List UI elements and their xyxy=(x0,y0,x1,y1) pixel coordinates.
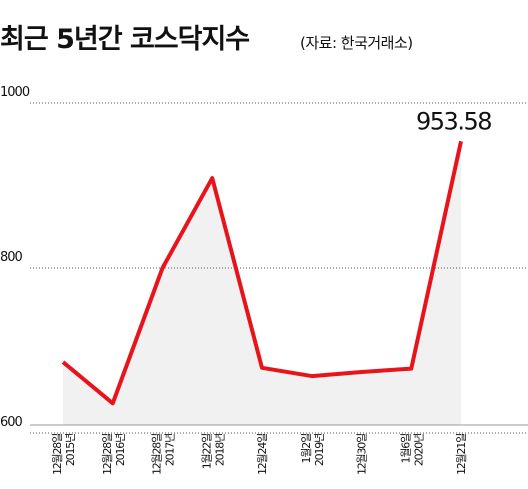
area xyxy=(63,141,461,425)
y-tick-label: 800 xyxy=(0,250,23,265)
x-tick-label: 1월22일2018년 xyxy=(199,433,226,469)
line xyxy=(61,140,463,406)
x-tick-label: 12월24일 xyxy=(255,433,269,475)
chart-title: 최근 5년간 코스닥지수 xyxy=(0,24,249,55)
y-tick-label: 1000 xyxy=(0,85,30,100)
x-tick-label: 12월28일2017년 xyxy=(150,433,177,475)
chart-subtitle: (자료: 한국거래소) xyxy=(300,34,413,52)
x-tick-label: 1월2일2019년 xyxy=(299,433,326,466)
y-tick-label: 600 xyxy=(0,415,23,430)
x-tick-label: 12월30일 xyxy=(355,433,369,475)
x-tick-label: 1월6일2020년 xyxy=(398,433,425,466)
value-label: 953.58 xyxy=(416,107,491,135)
x-tick-label: 12월28일2016년 xyxy=(100,433,127,475)
x-tick-label: 12월21일 xyxy=(454,433,468,475)
x-tick-label: 12월28일2015년 xyxy=(50,433,77,475)
